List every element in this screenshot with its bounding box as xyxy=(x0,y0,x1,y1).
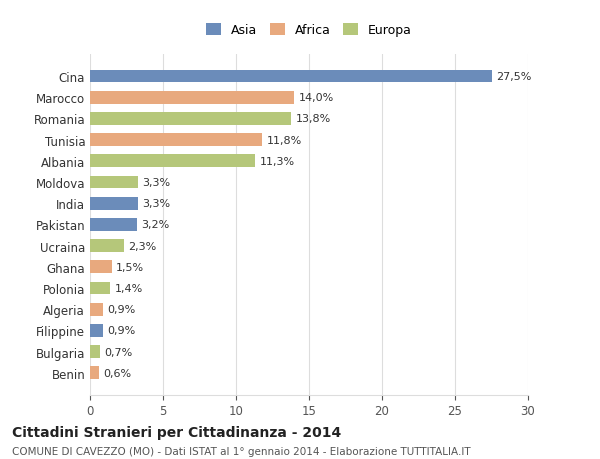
Text: 3,3%: 3,3% xyxy=(143,199,170,209)
Bar xyxy=(90,303,103,316)
Text: 0,9%: 0,9% xyxy=(107,326,136,336)
Text: COMUNE DI CAVEZZO (MO) - Dati ISTAT al 1° gennaio 2014 - Elaborazione TUTTITALIA: COMUNE DI CAVEZZO (MO) - Dati ISTAT al 1… xyxy=(12,447,470,456)
Bar xyxy=(90,197,138,210)
Bar xyxy=(90,282,110,295)
Text: 0,9%: 0,9% xyxy=(107,304,136,314)
Text: 27,5%: 27,5% xyxy=(496,72,531,82)
Bar xyxy=(90,261,112,274)
Bar xyxy=(90,134,262,147)
Bar xyxy=(90,218,137,231)
Bar xyxy=(90,325,103,337)
Text: 3,3%: 3,3% xyxy=(143,178,170,188)
Text: 11,8%: 11,8% xyxy=(266,135,302,146)
Bar xyxy=(90,155,255,168)
Bar xyxy=(90,367,99,379)
Bar xyxy=(90,240,124,252)
Text: 2,3%: 2,3% xyxy=(128,241,156,251)
Bar xyxy=(90,176,138,189)
Text: 13,8%: 13,8% xyxy=(296,114,331,124)
Bar xyxy=(90,71,491,83)
Text: 0,7%: 0,7% xyxy=(104,347,133,357)
Bar xyxy=(90,92,295,104)
Legend: Asia, Africa, Europa: Asia, Africa, Europa xyxy=(202,21,416,41)
Bar xyxy=(90,346,100,358)
Text: Cittadini Stranieri per Cittadinanza - 2014: Cittadini Stranieri per Cittadinanza - 2… xyxy=(12,425,341,439)
Text: 14,0%: 14,0% xyxy=(299,93,334,103)
Text: 11,3%: 11,3% xyxy=(259,157,295,167)
Text: 3,2%: 3,2% xyxy=(141,220,169,230)
Text: 0,6%: 0,6% xyxy=(103,368,131,378)
Text: 1,5%: 1,5% xyxy=(116,262,145,272)
Bar xyxy=(90,113,292,125)
Text: 1,4%: 1,4% xyxy=(115,283,143,293)
